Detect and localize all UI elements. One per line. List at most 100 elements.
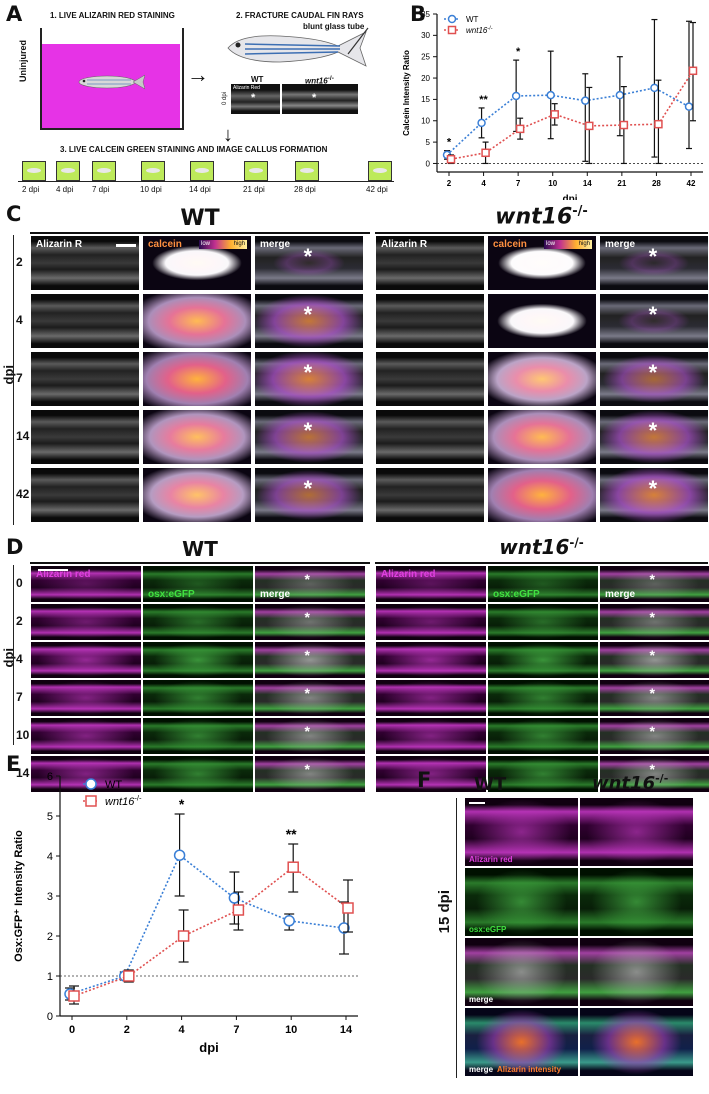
tube-label: blunt glass tube bbox=[303, 22, 365, 31]
asterisk-marker: * bbox=[648, 302, 658, 328]
scale-bar bbox=[116, 244, 136, 247]
mut-inset-label: wnt16-/- bbox=[305, 75, 334, 86]
series-line bbox=[450, 70, 694, 160]
row-label: 4 bbox=[16, 652, 23, 666]
d-tile-wt-2: merge * bbox=[255, 566, 365, 602]
data-point bbox=[615, 90, 625, 100]
c-tile-mut-2: * bbox=[600, 294, 708, 348]
row-label: 2 bbox=[16, 255, 23, 269]
f-intensity-label: Alizarin intensity bbox=[497, 1065, 562, 1074]
data-point bbox=[177, 930, 190, 942]
data-point bbox=[283, 915, 295, 927]
c-tile-mut-1 bbox=[488, 410, 596, 464]
asterisk-marker: * bbox=[304, 647, 310, 664]
legend-label: wnt16-/- bbox=[105, 793, 142, 807]
d-wt-rule bbox=[30, 562, 370, 564]
c-tile-mut-0 bbox=[376, 294, 484, 348]
series-line bbox=[73, 866, 349, 997]
f-wt-title: WT bbox=[474, 774, 507, 795]
c-tile-wt-2: * bbox=[255, 294, 363, 348]
timeline-label: 10 dpi bbox=[140, 185, 162, 194]
y-tick-label: 0 bbox=[426, 159, 431, 168]
asterisk-marker: * bbox=[303, 418, 313, 444]
y-tick-label: 3 bbox=[47, 891, 53, 903]
c-tile-mut-1: calcein low high bbox=[488, 236, 596, 290]
c-tile-wt-1 bbox=[143, 410, 251, 464]
timeline-tank bbox=[56, 161, 80, 181]
lut-high: high bbox=[578, 241, 590, 247]
channel-label: Alizarin R bbox=[36, 239, 83, 250]
c-tile-wt-0 bbox=[31, 410, 139, 464]
f-tile-mut-3 bbox=[580, 1008, 693, 1076]
data-point bbox=[173, 849, 186, 861]
channel-label: calcein bbox=[148, 239, 182, 250]
d-tile-mut-0 bbox=[376, 680, 486, 716]
x-tick-label: 2 bbox=[124, 1024, 130, 1036]
timeline-tank bbox=[22, 161, 46, 181]
significance-label: * bbox=[179, 796, 185, 812]
panel-label-e: E bbox=[6, 752, 21, 776]
c-tile-mut-1 bbox=[488, 352, 596, 406]
channel-label: merge bbox=[260, 589, 291, 600]
x-tick-label: 14 bbox=[583, 179, 592, 188]
y-tick-label: 2 bbox=[47, 931, 53, 943]
legend-marker bbox=[447, 25, 457, 35]
d-tile-mut-2: * bbox=[600, 718, 709, 754]
asterisk-marker: * bbox=[304, 609, 310, 626]
timeline-tank bbox=[368, 161, 392, 181]
f-mut-title: wnt16-/- bbox=[592, 772, 669, 794]
c-wt-rule bbox=[30, 232, 370, 234]
calcein-chart: 0 5 10 15 20 25 30 35 2 4 7 10 14 21 28 42 dpi Calcein In… bbox=[402, 10, 703, 200]
osx-chart: 0 1 2 3 4 5 6 0 2 4 7 10 14 dpi Osx:GFP⁺ Intensity Rat… bbox=[13, 771, 358, 1055]
x-axis-label: dpi bbox=[563, 194, 578, 200]
dpi0-label: 0 dpi bbox=[222, 91, 228, 105]
legend-marker bbox=[85, 795, 97, 807]
c-tile-wt-2: * bbox=[255, 468, 363, 522]
d-tile-mut-0 bbox=[376, 604, 486, 640]
data-point bbox=[232, 904, 245, 916]
d-tile-mut-2: * bbox=[600, 680, 709, 716]
lut-bar: low high bbox=[544, 240, 592, 249]
y-tick-label: 25 bbox=[421, 53, 430, 62]
y-tick-label: 4 bbox=[47, 851, 53, 863]
channel-label: calcein bbox=[493, 239, 527, 250]
y-tick-label: 15 bbox=[421, 95, 430, 104]
d-tile-mut-1 bbox=[488, 642, 598, 678]
channel-label: merge bbox=[260, 239, 291, 250]
asterisk-marker: * bbox=[304, 571, 310, 588]
y-tick-label: 1 bbox=[47, 971, 53, 983]
data-point bbox=[650, 83, 659, 93]
row-label: 7 bbox=[16, 690, 23, 704]
y-tick-label: 6 bbox=[47, 771, 53, 783]
asterisk-marker: * bbox=[303, 244, 313, 270]
d-tile-wt-1 bbox=[143, 642, 253, 678]
data-point bbox=[550, 110, 559, 119]
series-line bbox=[446, 87, 690, 156]
x-tick-label: 4 bbox=[179, 1024, 186, 1036]
c-tile-wt-1 bbox=[143, 294, 251, 348]
data-point bbox=[619, 120, 629, 130]
timeline-tank bbox=[141, 161, 165, 181]
data-point bbox=[585, 121, 594, 131]
d-tile-wt-0 bbox=[31, 604, 141, 640]
c-mut-title: wnt16-/- bbox=[495, 204, 588, 230]
x-tick-label: 2 bbox=[447, 179, 452, 188]
legend-marker bbox=[447, 14, 457, 24]
d-tile-wt-2: * bbox=[255, 756, 365, 792]
d-tile-wt-2: * bbox=[255, 604, 365, 640]
lut-high: high bbox=[233, 241, 245, 247]
channel-label: Alizarin R bbox=[381, 239, 428, 250]
timeline-label: 42 dpi bbox=[366, 185, 388, 194]
lut-low: low bbox=[546, 241, 556, 247]
d-tile-wt-2: * bbox=[255, 680, 365, 716]
wt-inset-label: WT bbox=[251, 75, 264, 84]
data-point bbox=[481, 148, 490, 158]
data-point bbox=[446, 154, 456, 164]
data-point bbox=[581, 96, 590, 105]
arrow-down-icon: ↓ bbox=[223, 124, 233, 146]
c-tile-mut-0 bbox=[376, 468, 484, 522]
d-tile-mut-1 bbox=[488, 604, 598, 640]
asterisk-marker: * bbox=[304, 723, 310, 740]
channel-label: merge bbox=[605, 239, 636, 250]
row-label: 0 bbox=[16, 576, 23, 590]
